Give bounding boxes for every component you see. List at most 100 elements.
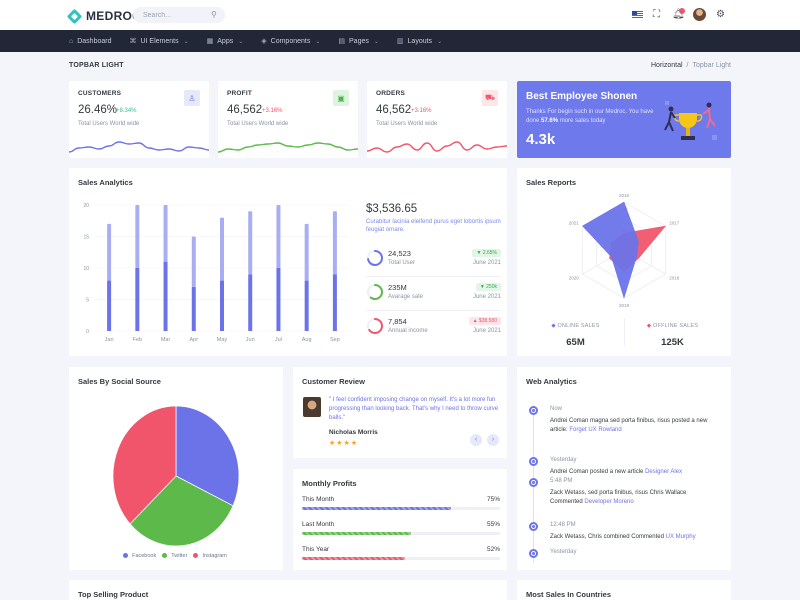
avatar[interactable] — [693, 8, 706, 21]
employee-desc: Thanks For begin such in our Medroc. You… — [526, 109, 654, 124]
orders-stat-card: ORDERS 46,562 +3.16% Total Users World wide… — [367, 81, 507, 158]
bar-segment-primary — [163, 261, 168, 331]
social-pie-chart — [112, 405, 240, 547]
nav-apps[interactable]: ▦ Apps ⌄ — [207, 30, 244, 52]
progress-ring — [367, 250, 383, 266]
logo-icon — [66, 8, 83, 24]
stat-sparkline — [69, 141, 209, 153]
radar-axis-label: 2020 — [569, 276, 580, 281]
kpi-row: 7,854 Annual income ▲ $38,580 June 2021 — [366, 315, 506, 339]
y-tick-label: 0 — [86, 329, 89, 335]
kpi-date: June 2021 — [472, 328, 501, 334]
pages-icon: ▤ — [338, 38, 346, 45]
profit-label: This Month — [302, 496, 335, 503]
breadcrumb-item[interactable]: Horizontal — [651, 62, 683, 69]
stat-change: +3.16% — [411, 108, 432, 114]
progress-fill — [302, 557, 405, 560]
bar-segment-primary — [135, 268, 140, 331]
stat-value: 46,562 — [376, 104, 412, 116]
best-employee-card: Best Employee Shonen Thanks For begin su… — [517, 81, 731, 158]
legend-item[interactable]: Facebook — [123, 553, 158, 559]
timeline-link[interactable]: Forget UX Rowland — [569, 427, 622, 433]
timeline-link[interactable]: Designer Alex — [645, 469, 683, 475]
chevron-down-icon: ⌄ — [238, 38, 244, 45]
bar-segment-secondary — [304, 223, 309, 281]
sparkline-path — [367, 141, 507, 153]
nav-label: UI Elements — [140, 37, 179, 45]
x-tick-label: Feb — [133, 337, 142, 343]
review-prev-button[interactable]: ‹ — [470, 434, 482, 446]
x-tick-label: Jul — [275, 337, 282, 343]
gear-icon[interactable]: ⚙ — [716, 9, 725, 20]
top-selling-card: Top Selling Product — [69, 580, 507, 600]
legend-item[interactable]: Instagram — [193, 553, 228, 559]
trophy-illustration — [664, 101, 717, 140]
timeline-link[interactable]: Developer Moreno — [584, 499, 634, 505]
nav-components[interactable]: ◈ Components ⌄ — [261, 30, 320, 52]
most-sales-title: Most Sales In Countries — [526, 590, 612, 599]
pie-slice — [112, 405, 177, 525]
radar-axis-label: 2018 — [669, 276, 680, 281]
kpi-value: 7,854 — [388, 317, 407, 326]
kpi-date: June 2021 — [472, 294, 501, 300]
online-sales-value: 65M — [566, 337, 585, 348]
profit-label: Last Month — [302, 521, 335, 528]
review-next-button[interactable]: › — [487, 434, 499, 446]
online-sales-stat: ◆ ONLINE SALES 65M — [527, 323, 624, 348]
progress-track — [302, 532, 500, 535]
sales-reports-title: Sales Reports — [526, 178, 577, 187]
nav-label: Apps — [217, 37, 234, 45]
progress-fill — [302, 532, 411, 535]
pie-legend: Facebook Twitter Instagram — [69, 553, 283, 559]
profit-value: 55% — [486, 521, 500, 528]
bar-segment-primary — [248, 274, 253, 331]
bar-segment-secondary — [191, 236, 196, 287]
radar-axis-label: 2016 — [619, 193, 630, 198]
timeline-dot-icon — [529, 478, 538, 487]
nav-layouts[interactable]: ▥ Layouts ⌄ — [397, 30, 442, 52]
ui-elements-icon: ⌘ — [129, 38, 137, 45]
bar-segment-secondary — [248, 211, 253, 275]
profit-stat-card: PROFIT 46,562 +3.16% Total Users World wide… — [218, 81, 358, 158]
legend-item[interactable]: Twitter — [162, 553, 189, 559]
us-flag-icon[interactable] — [632, 11, 643, 19]
bell-icon[interactable]: 🔔︎ — [672, 9, 685, 20]
kpi-badge: ▼ 2.65% — [472, 249, 501, 257]
kpi-divider — [366, 276, 501, 277]
breadcrumb: Horizontal / Topbar Light — [651, 62, 731, 69]
page-title: TOPBAR LIGHT — [69, 62, 124, 69]
offline-sales-stat: ◆ OFFLINE SALES 125K — [624, 323, 721, 348]
employee-value: 4.3k — [526, 131, 556, 148]
sales-analytics-card: Sales Analytics 0 5 10 15 20 Jan Feb Mar Apr May J… — [69, 168, 507, 356]
nav-dashboard[interactable]: ⌂ Dashboard — [69, 30, 111, 52]
timeline-time: 5:48 PM — [550, 478, 573, 484]
progress-track — [302, 507, 500, 510]
x-tick-label: Jan — [105, 337, 114, 343]
bar-segment-secondary — [107, 223, 112, 281]
nav-pages[interactable]: ▤ Pages ⌄ — [338, 30, 379, 52]
chevron-down-icon: ⌄ — [437, 38, 443, 45]
kpi-label: Total User — [388, 260, 416, 266]
user-icon: ♙ — [184, 90, 200, 106]
trend-arrow-icon: ▼ — [479, 284, 485, 290]
logo[interactable]: MEDROC — [66, 8, 141, 24]
progress-fill — [302, 507, 451, 510]
timeline-time: Now — [550, 406, 563, 412]
reviewer-name: Nicholas Morris — [329, 429, 378, 436]
stat-change: +8.34% — [116, 108, 137, 114]
nav-ui-elements[interactable]: ⌘ UI Elements ⌄ — [129, 30, 188, 52]
x-tick-label: Jun — [246, 337, 255, 343]
timeline-dot-icon — [529, 549, 538, 558]
fullscreen-icon[interactable]: ⛶ — [653, 9, 660, 20]
timeline-link[interactable]: UX Murphy — [665, 534, 696, 540]
x-tick-label: Apr — [189, 337, 198, 343]
offline-dot-icon: ◆ — [646, 323, 652, 329]
bar-segment-primary — [276, 268, 281, 331]
stat-change: +3.16% — [262, 108, 283, 114]
bar-segment-primary — [107, 280, 112, 331]
search-icon[interactable]: ⚲ — [211, 10, 217, 19]
y-tick-label: 15 — [83, 235, 89, 241]
stat-value: 46,562 — [227, 104, 263, 116]
x-tick-label: Aug — [302, 337, 312, 343]
search-input[interactable] — [133, 7, 225, 23]
